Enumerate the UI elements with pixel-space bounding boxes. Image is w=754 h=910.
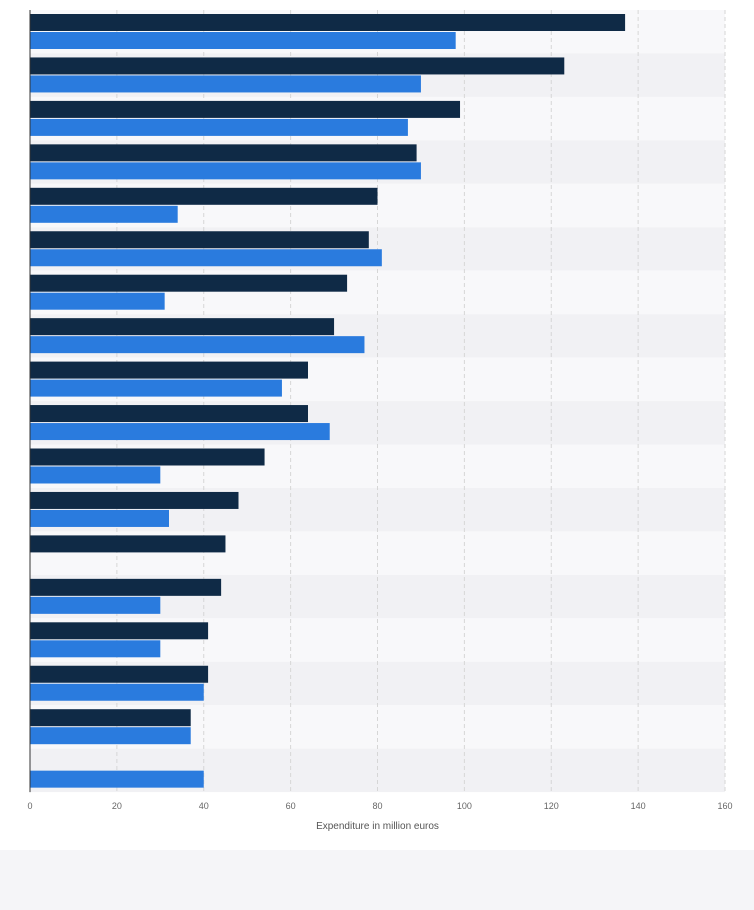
bar xyxy=(30,75,421,93)
bar xyxy=(30,100,461,118)
bar xyxy=(30,318,335,336)
bar xyxy=(30,118,408,136)
bar xyxy=(30,727,191,745)
bar xyxy=(30,32,456,49)
bar xyxy=(30,535,226,553)
bar xyxy=(30,622,209,640)
bar xyxy=(30,249,382,267)
bar xyxy=(30,448,265,466)
x-tick-label: 60 xyxy=(286,801,296,811)
bar xyxy=(30,14,626,31)
bar xyxy=(30,466,161,484)
x-tick-label: 160 xyxy=(717,801,732,811)
bar xyxy=(30,709,191,727)
bar-chart: 0 20 40 60 80 100 120 140 160 Expenditure in mil… xyxy=(27,10,733,832)
bar xyxy=(30,274,348,292)
x-tick-label: 140 xyxy=(631,801,646,811)
bar xyxy=(30,405,308,423)
bar xyxy=(30,292,165,310)
bar xyxy=(30,683,204,701)
bar xyxy=(30,361,308,379)
x-tick-label: 100 xyxy=(457,801,472,811)
x-tick-label: 20 xyxy=(112,801,122,811)
bar xyxy=(30,57,565,75)
x-tick-label: 40 xyxy=(199,801,209,811)
x-tick-label: 80 xyxy=(372,801,382,811)
bar xyxy=(30,423,330,441)
bar xyxy=(30,205,178,223)
x-tick-label: 0 xyxy=(27,801,32,811)
bar xyxy=(30,187,378,205)
bar xyxy=(30,578,222,596)
bar xyxy=(30,144,417,162)
bar xyxy=(30,379,282,397)
bar xyxy=(30,491,239,509)
bar xyxy=(30,509,169,527)
bar xyxy=(30,770,204,788)
x-tick-label: 120 xyxy=(544,801,559,811)
x-axis-title: Expenditure in million euros xyxy=(316,821,439,832)
bar xyxy=(30,162,421,180)
chart-area: 0 20 40 60 80 100 120 140 160 Expenditure in mil… xyxy=(27,10,733,833)
bar xyxy=(30,640,161,658)
bar xyxy=(30,336,365,354)
bar xyxy=(30,596,161,614)
bar xyxy=(30,665,209,683)
bar xyxy=(30,231,369,249)
